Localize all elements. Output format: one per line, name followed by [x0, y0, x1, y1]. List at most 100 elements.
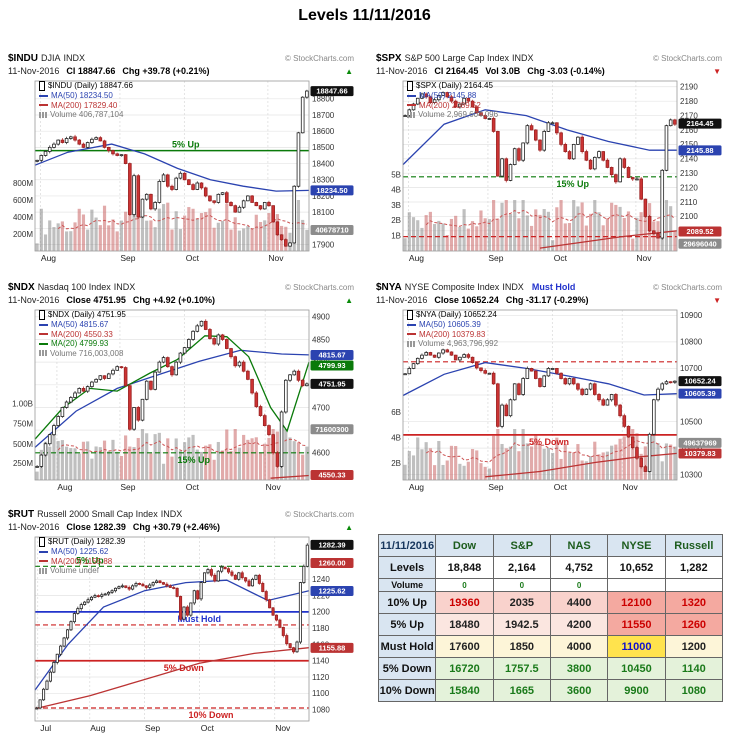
page-title: Levels 11/11/2016: [298, 7, 431, 24]
table-cell: 1665: [492, 679, 551, 702]
chart-subheader: 11-Nov-2016 Close 4751.95 Chg +4.92 (+0.10…: [8, 294, 356, 307]
chart-title: DJIA: [41, 53, 61, 63]
chart-date: 11-Nov-2016: [8, 522, 60, 532]
table-cell: 3600: [549, 679, 609, 702]
axis-value-boxes: 18847.66 18234.50 40678710: [310, 86, 354, 235]
svg-text:Aug: Aug: [409, 253, 424, 263]
chart-close: Cl 18847.66: [66, 66, 116, 76]
svg-text:3B: 3B: [391, 201, 401, 210]
svg-text:1225.62: 1225.62: [318, 587, 345, 596]
table-cell: 2,164: [492, 556, 551, 579]
svg-text:17900: 17900: [312, 240, 335, 249]
chart-title: Nasdaq 100 Index: [37, 282, 111, 292]
svg-text:2160: 2160: [680, 126, 698, 135]
svg-text:4751.95: 4751.95: [318, 380, 345, 389]
svg-text:5% Up: 5% Up: [172, 140, 200, 150]
svg-text:10379.83: 10379.83: [684, 449, 715, 458]
table-row: Volume 0 0 0: [377, 578, 724, 592]
svg-text:4815.67: 4815.67: [318, 351, 345, 360]
col-header-nas: NAS: [549, 534, 609, 557]
svg-text:15% Up: 15% Up: [177, 455, 210, 465]
table-cell: 4400: [549, 591, 609, 614]
volume-bars: [403, 200, 677, 251]
svg-text:2145.88: 2145.88: [686, 146, 713, 155]
svg-text:10700: 10700: [680, 364, 703, 373]
svg-text:1282.39: 1282.39: [318, 540, 345, 549]
candles: [403, 91, 677, 240]
stockcharts-credit: © StockCharts.com: [652, 54, 722, 63]
chart-header: $NYA NYSE Composite Index INDX Must Hold © S…: [376, 281, 724, 294]
chart-date: 11-Nov-2016: [8, 66, 60, 76]
row-label: 5% Down: [377, 657, 437, 680]
svg-text:Sep: Sep: [488, 253, 503, 263]
svg-text:4700: 4700: [312, 403, 330, 412]
svg-text:400M: 400M: [13, 213, 33, 222]
table-cell: 0: [492, 578, 551, 592]
chart-ndx: $NDX Nasdaq 100 Index INDX © StockCharts.co…: [8, 281, 356, 495]
chart-change: Chg +4.92 (+0.10%): [132, 295, 215, 305]
svg-text:29696040: 29696040: [683, 239, 716, 248]
svg-text:2100: 2100: [680, 212, 698, 221]
chart-date: 11-Nov-2016: [376, 66, 428, 76]
nya-price-plot: 10900108001070010600105001040010300AugSe…: [391, 309, 722, 492]
chart-symbol: $SPX: [376, 53, 402, 64]
svg-text:4550.33: 4550.33: [318, 471, 345, 480]
table-row: 5% Up 18480 1942.5 4200 11550 1260: [377, 613, 724, 636]
row-label: Levels: [377, 556, 437, 579]
svg-text:500M: 500M: [13, 440, 33, 449]
row-label: Must Hold: [377, 635, 437, 658]
svg-text:5% Down: 5% Down: [529, 437, 569, 447]
chart-volume: Vol 3.0B: [485, 66, 521, 76]
volume-bars: [35, 429, 309, 480]
svg-text:Sep: Sep: [488, 482, 503, 492]
table-date-header: 11/11/2016: [377, 534, 437, 557]
spx-price-plot: 2190 2180 2170 2160 2150 2140 2130 2120 2110 2100…: [391, 80, 722, 263]
candles: [35, 89, 309, 247]
chart-header: $INDU DJIA INDX © StockCharts.com: [8, 52, 356, 65]
svg-text:2089.52: 2089.52: [686, 227, 713, 236]
rut-price-plot: 1260124012201200118011601140112011001080…: [34, 536, 354, 733]
ndx-price-plot: 4900485048004750470046504600AugSepOctNov…: [12, 309, 354, 492]
svg-text:15% Up: 15% Up: [556, 179, 589, 189]
chart-title: Russell 2000 Small Cap Index: [37, 509, 158, 519]
col-header-sp: S&P: [492, 534, 551, 557]
chart-close: Close 4751.95: [66, 295, 126, 305]
stockcharts-credit: © StockCharts.com: [284, 283, 354, 292]
level-lines: 5% Up: [35, 140, 309, 152]
svg-text:4B: 4B: [391, 433, 401, 442]
chart-nya: $NYA NYSE Composite Index INDX Must Hold © S…: [376, 281, 724, 495]
svg-text:10400: 10400: [680, 444, 703, 453]
svg-text:Oct: Oct: [186, 482, 200, 492]
svg-text:1240: 1240: [312, 575, 330, 584]
svg-text:4B: 4B: [391, 186, 401, 195]
svg-text:10900: 10900: [680, 311, 703, 320]
table-cell: 1,282: [664, 556, 724, 579]
svg-text:18100: 18100: [312, 208, 335, 217]
table-row: 5% Down 16720 1757.5 3800 10450 1140: [377, 657, 724, 680]
chart-symbol: $NDX: [8, 282, 35, 293]
table-cell: 10,652: [607, 556, 666, 579]
axis-value-boxes: 10652.24 10605.39 49637969 10379.83: [678, 376, 722, 459]
stockcharts-credit: © StockCharts.com: [284, 510, 354, 519]
table-row: 10% Down 15840 1665 3600 9900 1080: [377, 679, 724, 702]
table-cell: 1200: [664, 635, 724, 658]
stockcharts-credit: © StockCharts.com: [652, 283, 722, 292]
table-cell: 19360: [435, 591, 494, 614]
table-cell: 1757.5: [492, 657, 551, 680]
down-arrow-icon: ▼: [713, 67, 721, 76]
table-row: 10% Up 19360 2035 4400 12100 1320: [377, 591, 724, 614]
svg-text:Aug: Aug: [57, 482, 72, 492]
chart-close: Close 10652.24: [434, 295, 499, 305]
svg-text:4900: 4900: [312, 313, 330, 322]
level-lines: 15% Up: [35, 452, 309, 465]
candles: [403, 348, 677, 473]
ma-lines: [34, 143, 310, 192]
stockcharts-credit: © StockCharts.com: [284, 54, 354, 63]
table-cell: 1260: [664, 613, 724, 636]
svg-text:Oct: Oct: [201, 723, 215, 733]
svg-text:1200: 1200: [312, 608, 330, 617]
chart-subheader: 11-Nov-2016 Cl 2164.45 Vol 3.0B Chg -3.03 (…: [376, 65, 724, 78]
chart-header: $NDX Nasdaq 100 Index INDX © StockCharts.co…: [8, 281, 356, 294]
